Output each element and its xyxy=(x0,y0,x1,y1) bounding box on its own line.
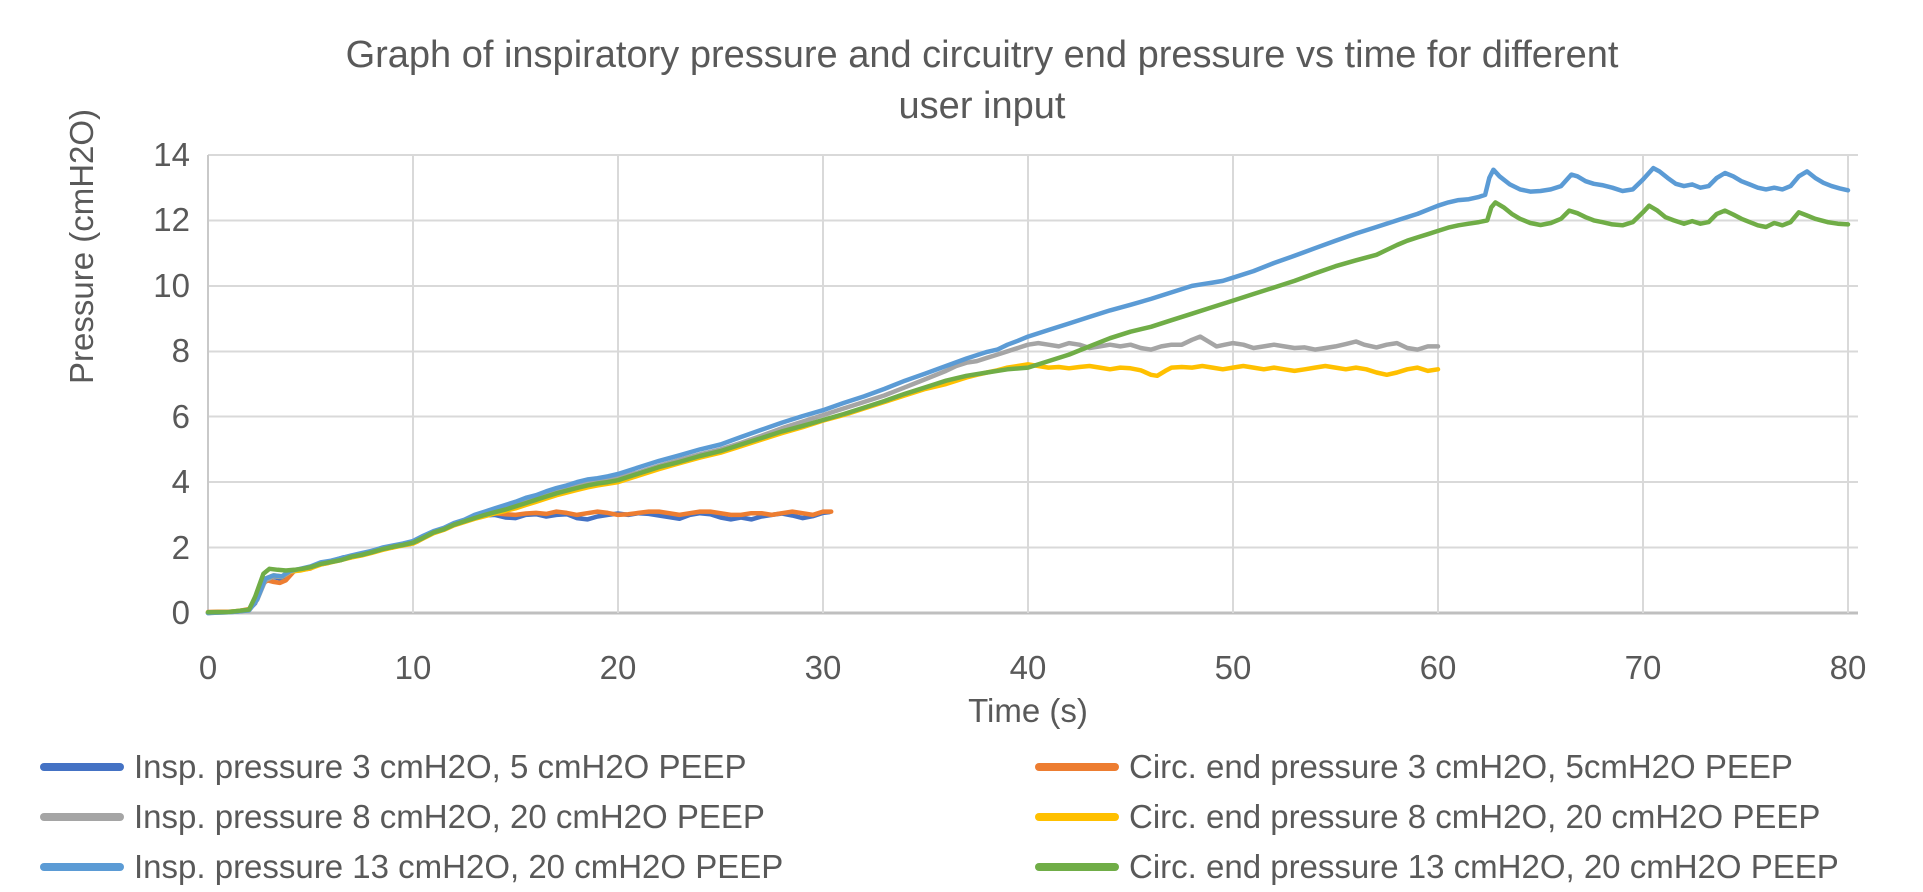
y-tick-label-6: 6 xyxy=(171,397,190,435)
chart-title-line-2: user input xyxy=(898,85,1066,127)
series-line-insp-pressure-3-cmh2o-5-cmh2o-peep xyxy=(205,509,832,616)
y-tick-label-8: 8 xyxy=(171,332,190,370)
legend-label: Circ. end pressure 13 cmH2O, 20 cmH2O PE… xyxy=(1129,848,1839,885)
y-tick-label-14: 14 xyxy=(153,136,190,173)
legend-item-1: Circ. end pressure 3 cmH2O, 5cmH2O PEEP xyxy=(1035,748,1885,786)
legend-item-2: Insp. pressure 8 cmH2O, 20 cmH2O PEEP xyxy=(40,798,1035,836)
x-tick-label-50: 50 xyxy=(1214,649,1252,686)
legend: Insp. pressure 3 cmH2O, 5 cmH2O PEEP Circ… xyxy=(40,742,1885,892)
x-axis-title: Time (s) xyxy=(968,692,1088,729)
legend-item-0: Insp. pressure 3 cmH2O, 5 cmH2O PEEP xyxy=(40,748,1035,786)
legend-label: Circ. end pressure 8 cmH2O, 20 cmH2O PEE… xyxy=(1129,798,1821,835)
legend-line-swatch xyxy=(40,813,124,821)
y-tick-label-2: 2 xyxy=(171,528,190,566)
x-tick-label-60: 60 xyxy=(1419,649,1457,686)
legend-label: Circ. end pressure 3 cmH2O, 5cmH2O PEEP xyxy=(1129,748,1793,785)
y-tick-label-10: 10 xyxy=(153,266,190,304)
legend-line-swatch xyxy=(40,763,124,771)
legend-line-swatch xyxy=(1035,763,1119,771)
x-tick-label-0: 0 xyxy=(198,649,218,686)
legend-item-4: Insp. pressure 13 cmH2O, 20 cmH2O PEEP xyxy=(40,848,1035,886)
legend-label: Insp. pressure 13 cmH2O, 20 cmH2O PEEP xyxy=(134,848,784,885)
chart-title: Graph of inspiratory pressure and circui… xyxy=(212,30,1752,132)
legend-line-swatch xyxy=(1035,863,1119,871)
legend-item-5: Circ. end pressure 13 cmH2O, 20 cmH2O PE… xyxy=(1035,848,1885,886)
x-tick-label-20: 20 xyxy=(599,649,637,686)
x-tick-label-80: 80 xyxy=(1829,649,1867,686)
x-tick-label-40: 40 xyxy=(1009,649,1047,686)
legend-label: Insp. pressure 8 cmH2O, 20 cmH2O PEEP xyxy=(134,798,765,835)
series-line-circ-end-pressure-13-cmh2o-20-cmh2o-peep xyxy=(205,200,1851,615)
legend-item-3: Circ. end pressure 8 cmH2O, 20 cmH2O PEE… xyxy=(1035,798,1885,836)
legend-label: Insp. pressure 3 cmH2O, 5 cmH2O PEEP xyxy=(134,748,747,785)
y-tick-label-0: 0 xyxy=(171,594,190,631)
y-tick-label-12: 12 xyxy=(153,201,190,239)
x-tick-label-30: 30 xyxy=(804,649,842,686)
series-line-circ-end-pressure-3-cmh2o-5cmh2o-peep xyxy=(205,509,834,615)
y-tick-label-4: 4 xyxy=(171,463,190,501)
legend-line-swatch xyxy=(1035,813,1119,821)
legend-line-swatch xyxy=(40,863,124,871)
chart-title-line-1: Graph of inspiratory pressure and circui… xyxy=(345,34,1619,76)
x-tick-label-70: 70 xyxy=(1624,649,1662,686)
x-tick-label-10: 10 xyxy=(394,649,432,686)
